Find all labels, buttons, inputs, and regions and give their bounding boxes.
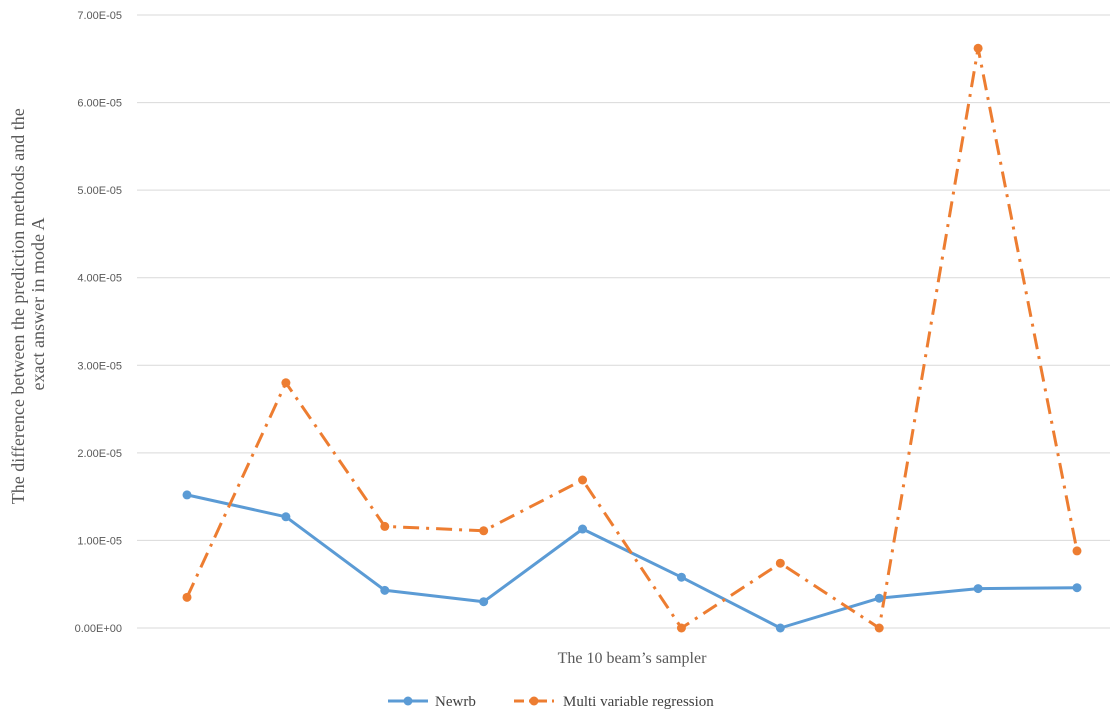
data-point bbox=[973, 43, 983, 53]
y-axis-title-line1: The difference between the prediction me… bbox=[8, 108, 28, 504]
data-point bbox=[973, 584, 983, 594]
y-axis-ticks: 0.00E+00 1.00E-05 2.00E-05 3.00E-05 4.00E-05… bbox=[75, 10, 122, 635]
data-point bbox=[578, 524, 588, 534]
y-axis-title-line2: exact answer in mode A bbox=[28, 218, 48, 391]
y-tick-label: 3.00E-05 bbox=[77, 360, 122, 372]
legend: Newrb Multi variable regression bbox=[388, 694, 714, 710]
x-axis-title: The 10 beam’s sampler bbox=[558, 650, 708, 667]
data-point bbox=[874, 593, 884, 603]
series-lines bbox=[185, 46, 1079, 630]
y-axis-title: The difference between the prediction me… bbox=[8, 104, 48, 505]
data-point bbox=[775, 623, 785, 633]
data-point bbox=[775, 558, 785, 568]
data-point bbox=[479, 597, 489, 607]
data-point bbox=[676, 623, 686, 633]
data-point bbox=[281, 512, 291, 522]
y-tick-label: 2.00E-05 bbox=[77, 448, 122, 460]
y-tick-label: 0.00E+00 bbox=[75, 623, 122, 635]
series-line-2 bbox=[185, 46, 1079, 630]
data-point bbox=[1072, 583, 1082, 593]
data-point bbox=[380, 585, 390, 595]
y-tick-label: 6.00E-05 bbox=[77, 98, 122, 110]
data-point bbox=[1072, 546, 1082, 556]
data-point bbox=[281, 378, 291, 388]
legend-swatch-marker bbox=[529, 696, 539, 706]
data-point bbox=[676, 572, 686, 582]
y-tick-label: 4.00E-05 bbox=[77, 273, 122, 285]
legend-label: Newrb bbox=[435, 694, 476, 710]
data-point bbox=[182, 490, 192, 500]
data-point bbox=[182, 592, 192, 602]
series-line-1 bbox=[186, 493, 1078, 630]
y-tick-label: 1.00E-05 bbox=[77, 535, 122, 547]
legend-label: Multi variable regression bbox=[563, 694, 714, 710]
legend-swatch-marker bbox=[403, 696, 413, 706]
data-point bbox=[874, 623, 884, 633]
y-tick-label: 5.00E-05 bbox=[77, 185, 122, 197]
data-point bbox=[578, 475, 588, 485]
gridlines bbox=[137, 14, 1110, 629]
data-point bbox=[479, 526, 489, 536]
data-point bbox=[380, 521, 390, 531]
series-points bbox=[182, 43, 1082, 633]
y-tick-label: 7.00E-05 bbox=[77, 10, 122, 22]
